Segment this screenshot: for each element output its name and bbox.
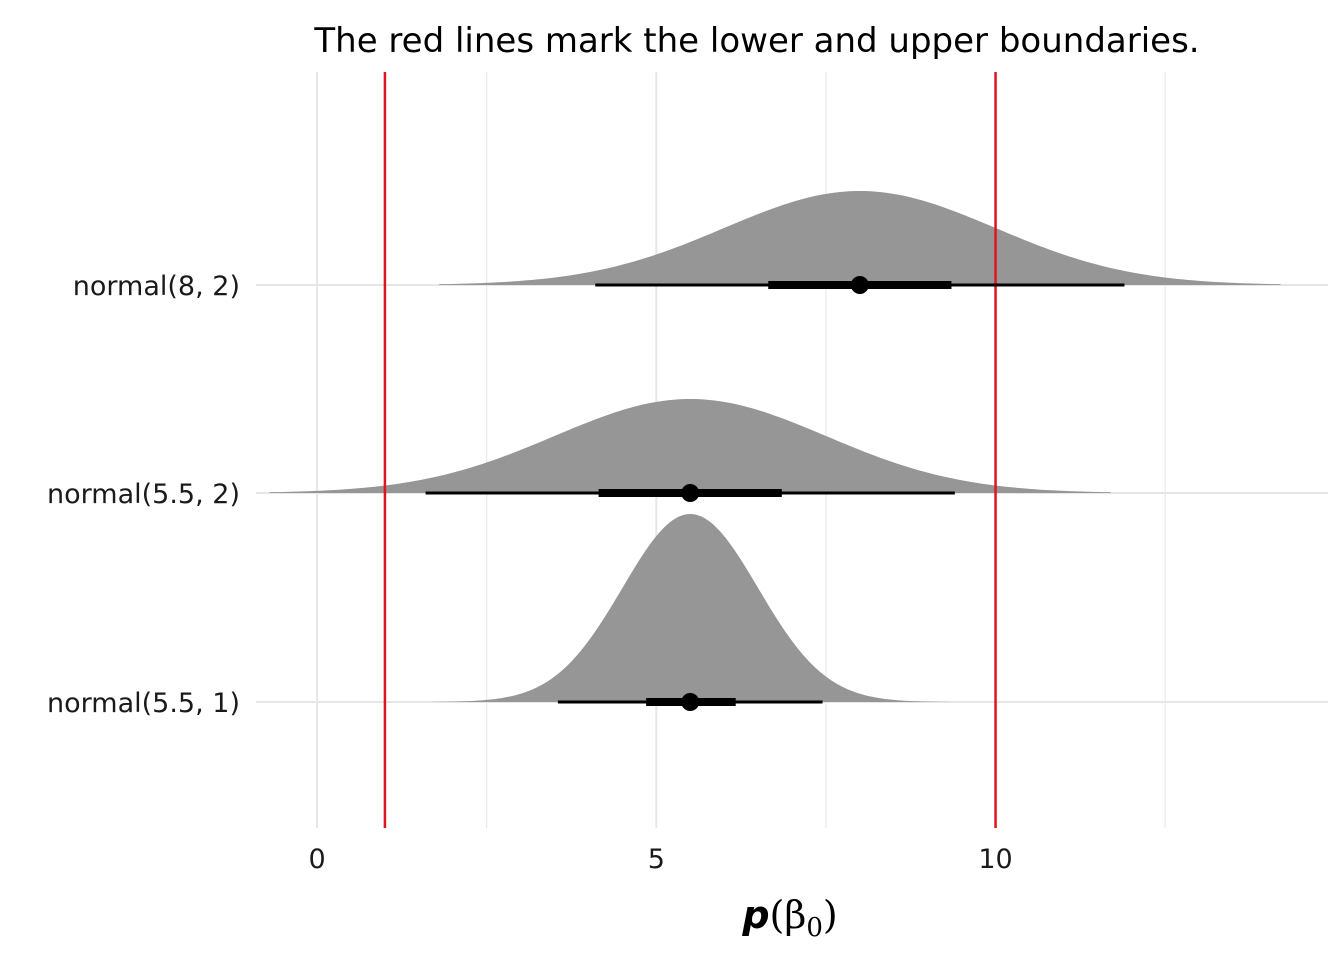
density-3: [439, 191, 1281, 285]
x-axis-label-func: p: [741, 893, 769, 937]
y-tick-label: normal(5.5, 2): [47, 479, 240, 510]
x-axis-label-subscript: 0: [806, 913, 823, 943]
x-tick-labels: 0 5 10: [308, 844, 1012, 875]
x-axis-label-close: ): [823, 893, 838, 937]
y-tick-labels: normal(5.5, 1) normal(5.5, 2) normal(8, 2): [47, 271, 240, 719]
x-axis-label-open: (: [770, 893, 785, 937]
density-curves: [269, 191, 1281, 702]
point-estimate: [681, 484, 700, 502]
x-tick-label: 5: [648, 844, 665, 875]
density-2: [269, 399, 1111, 493]
point-estimate: [850, 276, 869, 294]
intervals: [425, 276, 1125, 711]
boundary-lines: [383, 72, 997, 828]
point-estimate: [681, 693, 700, 711]
x-axis-label: p(β0): [741, 893, 837, 943]
x-axis-label-symbol: β: [784, 893, 806, 937]
chart-title: The red lines mark the lower and upper b…: [313, 21, 1199, 61]
density-1: [432, 514, 949, 702]
x-tick-label: 0: [308, 844, 325, 875]
x-tick-label: 10: [978, 844, 1012, 875]
y-tick-label: normal(8, 2): [73, 271, 240, 302]
y-tick-label: normal(5.5, 1): [47, 688, 240, 719]
